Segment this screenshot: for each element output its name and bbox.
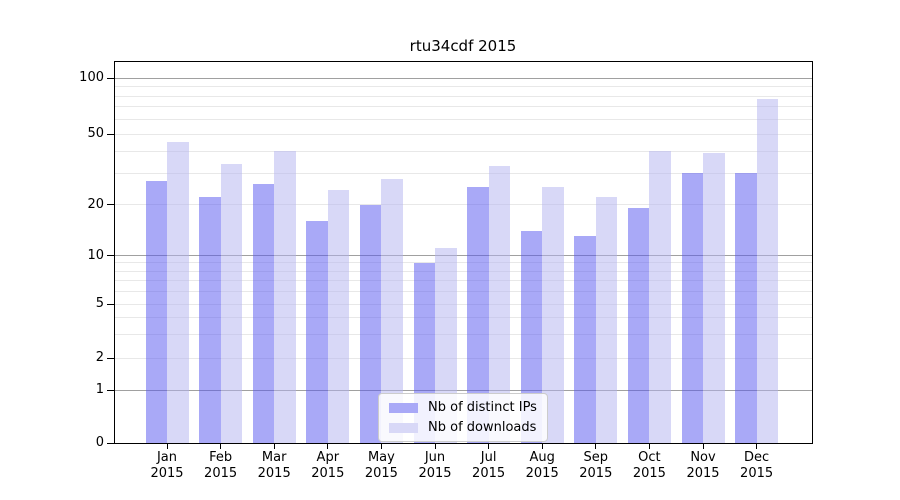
bar-downloads-sep xyxy=(595,197,618,443)
gridline-minor-y20 xyxy=(115,204,812,205)
gridline-major-y10 xyxy=(115,255,812,256)
x-tick-label-jul: Jul 2015 xyxy=(472,450,506,481)
gridline-minor-y2 xyxy=(115,357,812,359)
chart-title: rtu34cdf 2015 xyxy=(409,37,517,55)
x-tick-label-mar: Mar 2015 xyxy=(257,450,291,481)
gridline-minor-y70 xyxy=(115,106,812,108)
x-tick-label-apr: Apr 2015 xyxy=(311,450,345,481)
x-tick-may xyxy=(380,444,382,449)
bar-downloads-apr xyxy=(327,190,350,443)
bar-distinct-ips-jul xyxy=(467,187,489,443)
gridline-minor-y40 xyxy=(115,150,812,152)
bar-distinct-ips-oct xyxy=(627,208,650,443)
legend: Nb of distinct IPs Nb of downloads xyxy=(378,393,548,442)
x-tick-feb xyxy=(220,444,222,449)
bar-downloads-oct xyxy=(649,151,671,443)
y-tick-20 xyxy=(107,204,114,205)
bar-distinct-ips-sep xyxy=(574,236,596,443)
y-tick-10 xyxy=(107,255,114,256)
x-tick-jul xyxy=(488,444,490,449)
bar-downloads-mar xyxy=(274,151,296,443)
legend-swatch-downloads xyxy=(389,422,418,433)
x-tick-nov xyxy=(702,444,704,449)
x-tick-label-feb: Feb 2015 xyxy=(204,450,238,481)
y-tick-label-5: 5 xyxy=(95,296,104,311)
x-tick-label-oct: Oct 2015 xyxy=(632,450,666,481)
bar-downloads-may xyxy=(381,178,403,443)
x-tick-oct xyxy=(648,444,650,449)
gridline-major-y1 xyxy=(115,389,812,391)
bar-distinct-ips-aug xyxy=(520,230,543,443)
bar-distinct-ips-nov xyxy=(681,173,703,443)
bar-downloads-nov xyxy=(703,153,725,443)
y-tick-label-100: 100 xyxy=(79,70,104,85)
x-tick-label-nov: Nov 2015 xyxy=(686,450,720,481)
x-tick-label-sep: Sep 2015 xyxy=(579,450,613,481)
x-tick-label-aug: Aug 2015 xyxy=(525,450,559,481)
x-tick-label-dec: Dec 2015 xyxy=(740,450,774,481)
x-tick-label-may: May 2015 xyxy=(364,450,398,481)
gridline-minor-y80 xyxy=(115,95,812,97)
y-tick-label-10: 10 xyxy=(87,247,104,263)
y-tick-label-0: 0 xyxy=(95,435,104,450)
y-tick-label-20: 20 xyxy=(87,196,104,212)
gridline-minor-y9 xyxy=(115,262,812,264)
bar-distinct-ips-jan xyxy=(145,181,167,443)
y-tick-5 xyxy=(107,303,114,305)
gridline-minor-y3 xyxy=(115,333,812,335)
legend-item-downloads: Nb of downloads xyxy=(389,420,537,435)
gridline-minor-y60 xyxy=(115,118,812,120)
y-tick-label-1: 1 xyxy=(95,382,104,397)
bar-distinct-ips-feb xyxy=(199,197,221,443)
bar-downloads-dec xyxy=(756,99,779,443)
legend-swatch-distinct-ips xyxy=(389,402,418,413)
x-tick-apr xyxy=(327,444,329,449)
y-tick-label-50: 50 xyxy=(87,126,104,141)
bar-distinct-ips-dec xyxy=(735,173,757,443)
gridline-minor-y8 xyxy=(115,270,812,272)
x-tick-mar xyxy=(273,444,275,449)
x-tick-aug xyxy=(541,444,543,449)
x-tick-dec xyxy=(756,444,758,449)
x-tick-label-jan: Jan 2015 xyxy=(150,450,184,481)
gridline-minor-y5 xyxy=(115,303,812,305)
y-tick-0 xyxy=(107,442,114,444)
bar-distinct-ips-may xyxy=(359,204,382,443)
gridline-minor-y6 xyxy=(115,290,812,292)
y-tick-100 xyxy=(107,77,114,79)
y-tick-2 xyxy=(107,357,114,359)
legend-label-downloads: Nb of downloads xyxy=(428,420,537,435)
bar-downloads-jul xyxy=(488,165,511,443)
x-tick-sep xyxy=(595,444,597,449)
x-tick-label-jun: Jun 2015 xyxy=(418,450,452,481)
gridline-minor-y90 xyxy=(115,86,812,87)
y-tick-label-2: 2 xyxy=(95,350,104,365)
bar-downloads-feb xyxy=(220,163,243,443)
bar-distinct-ips-mar xyxy=(252,184,275,443)
bar-downloads-aug xyxy=(542,187,564,443)
legend-label-distinct-ips: Nb of distinct IPs xyxy=(428,400,537,415)
gridline-minor-y50 xyxy=(115,133,812,135)
gridline-minor-y4 xyxy=(115,316,812,318)
gridline-minor-y7 xyxy=(115,279,812,281)
x-tick-jun xyxy=(434,444,436,449)
bar-downloads-jan xyxy=(167,142,189,443)
gridline-minor-y30 xyxy=(115,172,812,174)
gridline-major-y100 xyxy=(115,77,812,79)
y-tick-50 xyxy=(107,133,114,135)
x-tick-jan xyxy=(166,444,168,449)
legend-item-distinct-ips: Nb of distinct IPs xyxy=(389,400,537,415)
bar-distinct-ips-apr xyxy=(306,220,328,443)
y-tick-1 xyxy=(107,389,114,391)
